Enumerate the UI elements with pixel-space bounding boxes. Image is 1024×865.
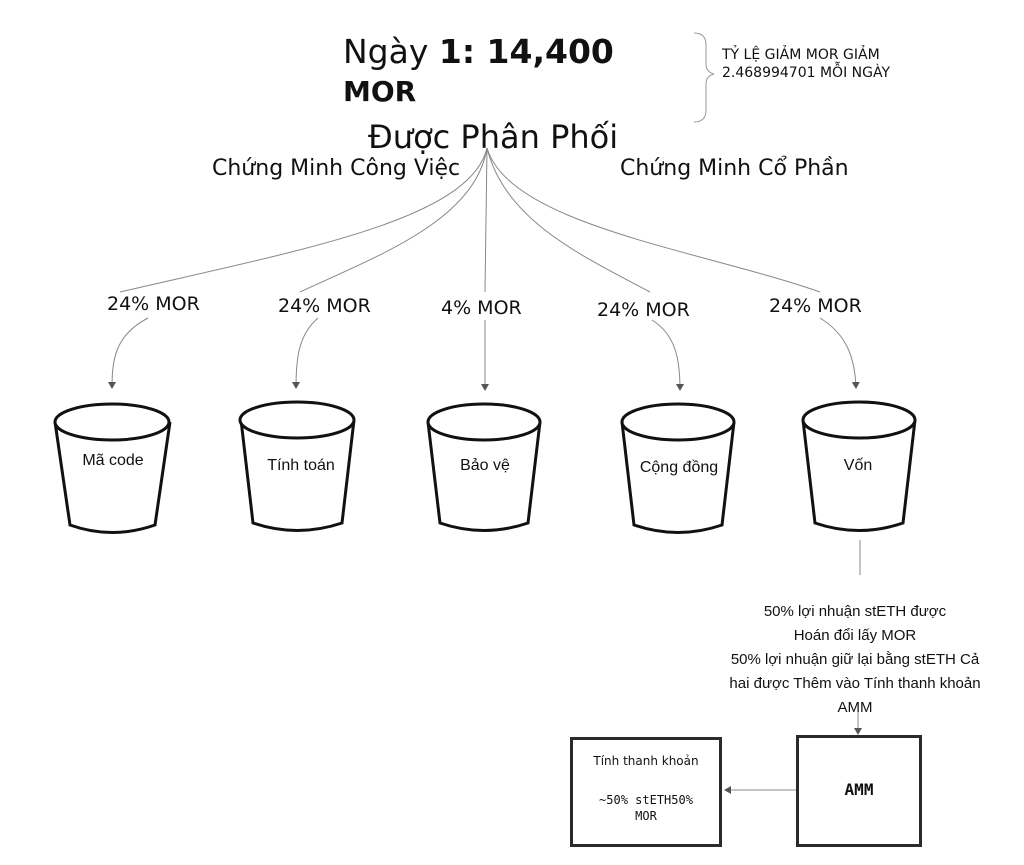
bucket-von bbox=[801, 400, 917, 532]
percent-tinh-toan: 24% MOR bbox=[278, 295, 371, 317]
liquidity-line2: MOR bbox=[635, 809, 657, 823]
fan-line-3 bbox=[484, 147, 488, 293]
fan-line-2 bbox=[299, 147, 488, 293]
amm-box: AMM bbox=[796, 735, 922, 847]
capital-info-line5: AMM bbox=[837, 699, 873, 716]
liquidity-body: ~50% stETH50% MOR bbox=[573, 792, 719, 824]
amm-label: AMM bbox=[844, 780, 874, 799]
arrow-to-bucket-2 bbox=[292, 317, 319, 389]
bucket-label-tinh-toan: Tính toán bbox=[267, 457, 335, 474]
percent-cong-dong: 24% MOR bbox=[597, 299, 690, 321]
proof-of-stake-label: Chứng Minh Cổ Phần bbox=[620, 156, 849, 181]
proof-of-work-label: Chứng Minh Công Việc bbox=[212, 156, 461, 181]
capital-info-line1: 50% lợi nhuận stETH được bbox=[763, 603, 947, 620]
capital-info-line3: 50% lợi nhuận giữ lại bằng stETH Cả bbox=[730, 651, 980, 668]
bucket-label-ma-code: Mã code bbox=[82, 452, 144, 469]
brace bbox=[693, 32, 715, 123]
arrow-to-bucket-5 bbox=[819, 317, 860, 389]
bucket-ma-code bbox=[53, 402, 172, 534]
arrow-to-bucket-1 bbox=[108, 317, 149, 389]
bucket-tinh-toan bbox=[238, 400, 356, 532]
bucket-label-von: Vốn bbox=[843, 457, 873, 474]
fan-line-1 bbox=[119, 147, 488, 293]
capital-info-line4: hai được Thêm vào Tính thanh khoản bbox=[729, 675, 981, 692]
percent-bao-ve: 4% MOR bbox=[441, 297, 522, 319]
day-value: 1: 14,400 bbox=[438, 32, 614, 71]
liquidity-title: Tính thanh khoản bbox=[593, 754, 699, 768]
bucket-bao-ve bbox=[426, 402, 542, 532]
arrow-to-bucket-4 bbox=[651, 319, 684, 391]
decay-note-line1: TỶ LỆ GIẢM MOR GIẢM bbox=[722, 47, 880, 63]
fan-line-4 bbox=[486, 147, 651, 293]
liquidity-box: Tính thanh khoản ~50% stETH50% MOR bbox=[570, 737, 722, 847]
bucket-cong-dong bbox=[620, 402, 736, 534]
decay-note-line2: 2.468994701 MỖI NGÀY bbox=[722, 65, 891, 81]
bucket-label-bao-ve: Bảo vệ bbox=[460, 457, 510, 474]
day-title: Ngày 1: 14,400 bbox=[343, 32, 614, 72]
capital-info: 50% lợi nhuận stETH được Hoán đổi lấy MO… bbox=[690, 600, 1020, 720]
day-label: Ngày bbox=[343, 32, 439, 71]
percent-von: 24% MOR bbox=[769, 295, 862, 317]
capital-info-line2: Hoán đổi lấy MOR bbox=[793, 627, 917, 644]
decay-note: TỶ LỆ GIẢM MOR GIẢM 2.468994701 MỖI NGÀY bbox=[722, 46, 890, 82]
bucket-label-cong-dong: Cộng đồng bbox=[639, 459, 719, 476]
percent-ma-code: 24% MOR bbox=[107, 293, 200, 315]
distributed-label: Được Phân Phối bbox=[368, 118, 619, 156]
liquidity-line1: ~50% stETH50% bbox=[599, 793, 693, 807]
unit-label: MOR bbox=[343, 75, 417, 108]
fan-line-5 bbox=[486, 147, 821, 293]
